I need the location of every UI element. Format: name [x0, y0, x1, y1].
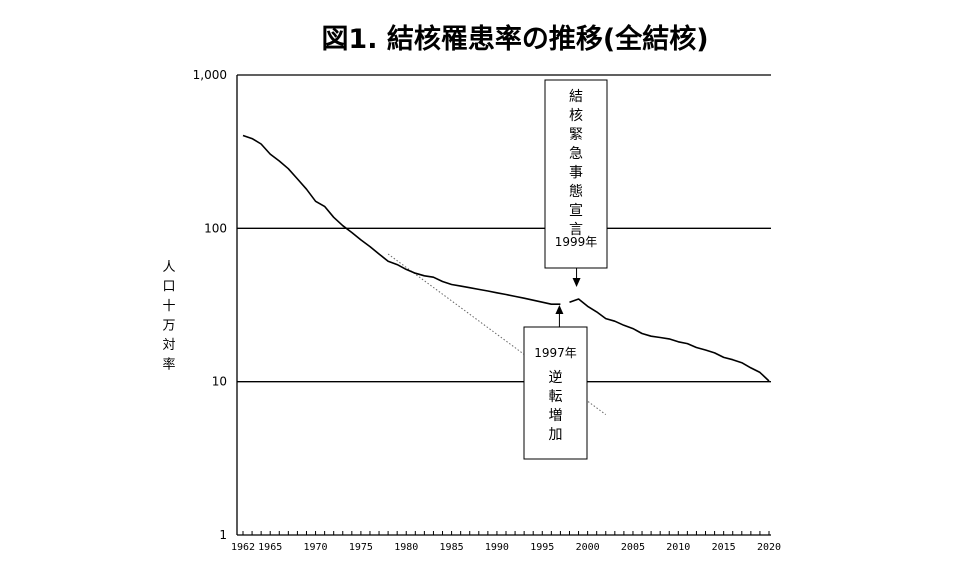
x-tick-label: 1970 — [304, 542, 328, 553]
y-axis-label-char: 万 — [162, 319, 175, 334]
y-tick-label: 1 — [219, 528, 227, 542]
x-tick-label: 1985 — [440, 542, 464, 553]
x-tick-label: 1965 — [258, 542, 282, 553]
x-tick-label: 2010 — [666, 542, 690, 553]
gridlines — [237, 74, 771, 383]
x-tick-label: 1995 — [530, 542, 554, 553]
y-axis-label-char: 率 — [162, 357, 175, 373]
y-axis-label-char: 人 — [162, 260, 175, 275]
x-tick-label: 2020 — [757, 542, 781, 553]
annotation-emergency-char: 宣 — [569, 203, 583, 219]
x-tick-label: 1962 — [231, 542, 255, 553]
series-group — [242, 134, 770, 382]
annotation-emergency-arrow-head — [572, 278, 581, 287]
y-tick-label: 100 — [204, 221, 227, 235]
x-tick-label: 1975 — [349, 542, 373, 553]
annotation-reversal-char: 加 — [549, 427, 563, 443]
x-tick-label: 1990 — [485, 542, 509, 553]
y-axis-label-char: 十 — [162, 299, 175, 314]
annotation-reversal-char: 転 — [549, 389, 563, 405]
annotation-reversal-year: 1997年 — [534, 346, 577, 360]
series-line — [242, 134, 561, 306]
y-axis-label-char: 対 — [162, 338, 175, 353]
y-tick-label: 10 — [212, 375, 227, 389]
x-tick-label: 2005 — [621, 542, 645, 553]
annotation-emergency-char: 態 — [569, 184, 583, 200]
series-line — [569, 298, 770, 382]
annotation-emergency-char: 急 — [569, 146, 583, 162]
annotation-reversal-char: 増 — [549, 408, 563, 424]
y-axis-ticks: 1 10 100 1,000 — [193, 68, 227, 542]
annotation-emergency-char: 言 — [569, 222, 583, 238]
x-tick-label: 1980 — [394, 542, 418, 553]
x-tick-label: 2000 — [576, 542, 600, 553]
annotation-reversal-char: 逆 — [549, 370, 563, 386]
annotation-emergency-year: 1999年 — [555, 235, 598, 249]
annotation-box-emergency — [544, 79, 608, 269]
annotation-emergency-char: 結 — [569, 89, 583, 105]
annotation-box-reversal — [523, 326, 588, 460]
annotation-reversal-arrow-head — [555, 305, 564, 314]
chart-title: 図1. 結核罹患率の推移(全結核) — [321, 23, 708, 55]
x-tick-label: 2015 — [712, 542, 736, 553]
annotation-emergency-char: 核 — [569, 108, 583, 124]
x-axis: 1962 1965 1970 1975 1980 1985 1990 1995 2000 2005… — [231, 75, 781, 553]
y-axis-label-char: 口 — [162, 280, 175, 295]
annotation-emergency-char: 緊 — [569, 127, 583, 143]
annotation-emergency-char: 事 — [569, 165, 583, 181]
y-tick-label: 1,000 — [193, 68, 227, 82]
